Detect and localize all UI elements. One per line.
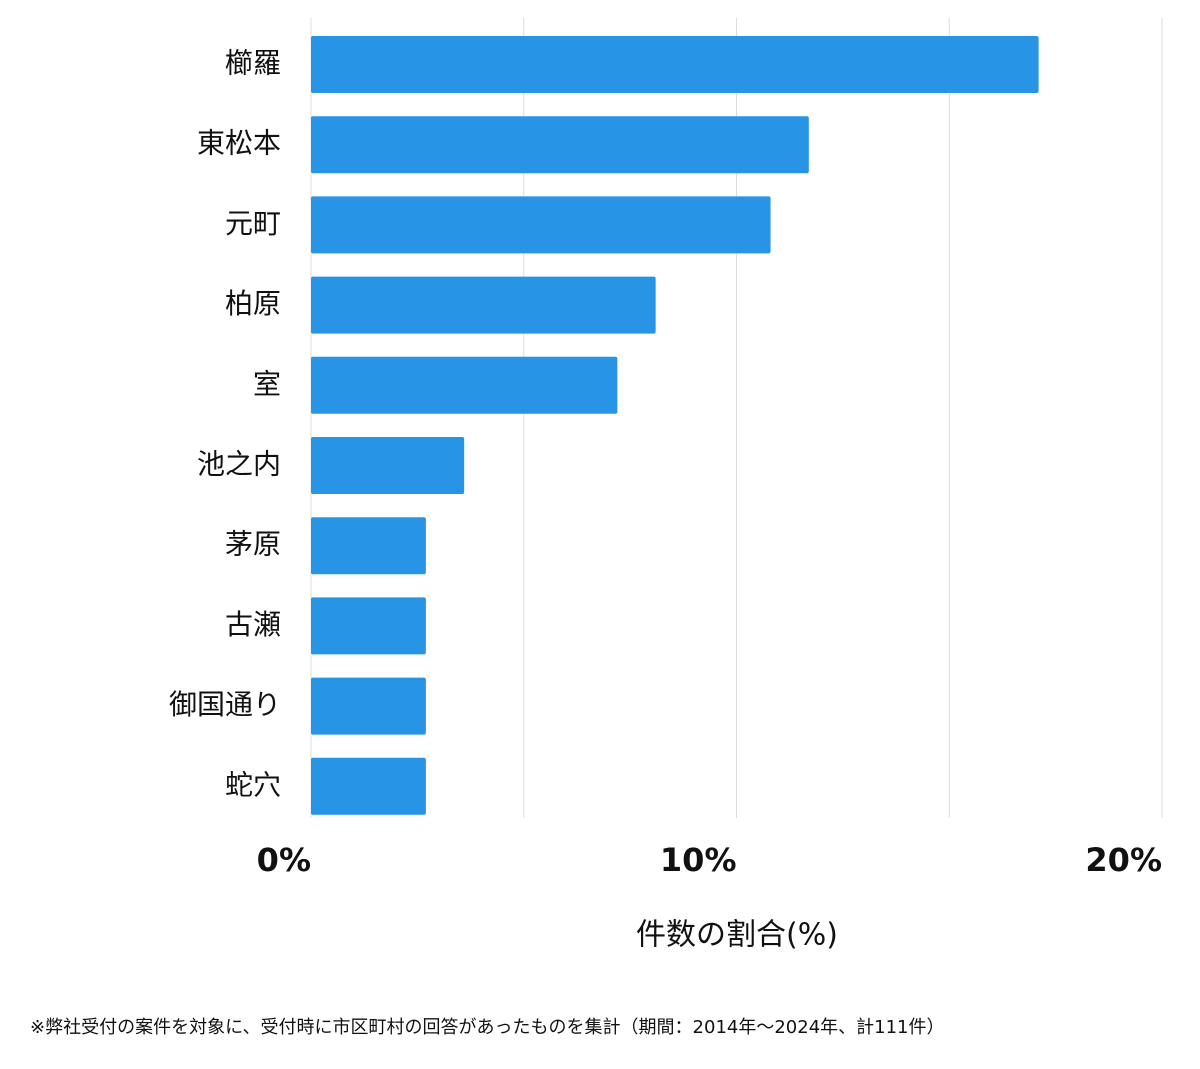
x-axis-title: 件数の割合(%) <box>636 918 838 953</box>
bar <box>311 597 426 655</box>
bar <box>311 196 771 254</box>
bar <box>311 36 1039 93</box>
y-tick-label: 蛇穴 <box>225 768 281 801</box>
y-tick-label: 古瀬 <box>225 608 281 641</box>
y-tick-label: 元町 <box>225 207 281 240</box>
y-tick-label: 池之内 <box>197 448 281 481</box>
bar <box>311 677 426 735</box>
y-tick-label: 御国通り <box>169 688 281 721</box>
footnote: ※弊社受付の案件を対象に、受付時に市区町村の回答があったものを集計（期間：201… <box>30 1017 945 1038</box>
y-tick-label: 東松本 <box>197 127 281 160</box>
bar <box>311 517 426 575</box>
x-tick-label: 20% <box>1085 841 1162 879</box>
bar <box>311 757 426 815</box>
bar <box>311 356 618 414</box>
x-tick-label: 0% <box>257 841 311 879</box>
y-tick-label: 櫛羅 <box>225 47 281 80</box>
y-tick-label: 柏原 <box>225 287 281 320</box>
x-tick-label: 10% <box>660 841 737 879</box>
y-tick-label: 室 <box>253 367 281 400</box>
y-tick-label: 茅原 <box>225 528 281 561</box>
bar <box>311 116 809 174</box>
bar <box>311 276 656 334</box>
bar <box>311 437 465 494</box>
